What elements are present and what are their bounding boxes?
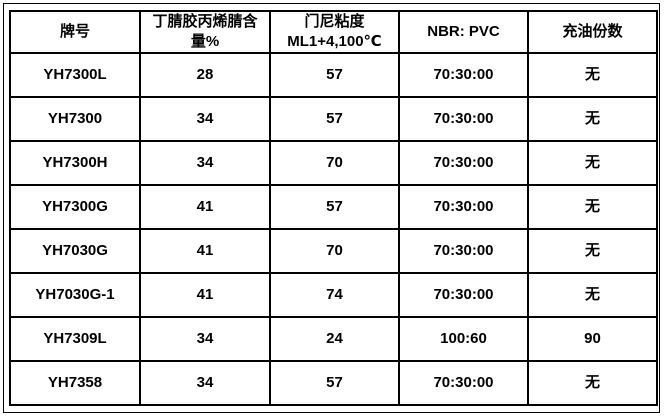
cell-brand: YH7358 [9, 360, 141, 406]
cell-mooney-viscosity: 70 [269, 228, 400, 274]
cell-acn-content: 41 [139, 228, 271, 274]
cell-acn-content: 41 [139, 184, 271, 230]
cell-oil-parts: 无 [527, 228, 658, 274]
column-header-mooney-viscosity: 门尼粘度 ML1+4,100℃ [269, 10, 400, 54]
column-header-brand: 牌号 [9, 10, 141, 54]
cell-brand: YH7030G [9, 228, 141, 274]
cell-oil-parts: 无 [527, 272, 658, 318]
cell-brand: YH7300 [9, 96, 141, 142]
cell-oil-parts: 无 [527, 52, 658, 98]
cell-nbr-pvc-ratio: 70:30:00 [398, 184, 529, 230]
cell-acn-content: 41 [139, 272, 271, 318]
cell-mooney-viscosity: 57 [269, 184, 400, 230]
cell-brand: YH7030G-1 [9, 272, 141, 318]
column-header-acn-content: 丁腈胶丙烯腈含 量% [139, 10, 271, 54]
table-row: YH7030G 41 70 70:30:00 无 [9, 228, 658, 274]
cell-brand: YH7300H [9, 140, 141, 186]
cell-nbr-pvc-ratio: 70:30:00 [398, 140, 529, 186]
cell-nbr-pvc-ratio: 70:30:00 [398, 52, 529, 98]
table-row: YH7300L 28 57 70:30:00 无 [9, 52, 658, 98]
cell-mooney-viscosity: 57 [269, 52, 400, 98]
cell-oil-parts: 无 [527, 96, 658, 142]
cell-mooney-viscosity: 57 [269, 360, 400, 406]
header-row: 牌号 丁腈胶丙烯腈含 量% 门尼粘度 ML1+4,100℃ NBR: PVC 充… [9, 10, 658, 54]
cell-acn-content: 28 [139, 52, 271, 98]
cell-acn-content: 34 [139, 316, 271, 362]
cell-nbr-pvc-ratio: 70:30:00 [398, 96, 529, 142]
cell-acn-content: 34 [139, 360, 271, 406]
cell-nbr-pvc-ratio: 70:30:00 [398, 272, 529, 318]
column-header-oil-parts: 充油份数 [527, 10, 658, 54]
table-row: YH7309L 34 24 100:60 90 [9, 316, 658, 362]
cell-mooney-viscosity: 57 [269, 96, 400, 142]
table-row: YH7300G 41 57 70:30:00 无 [9, 184, 658, 230]
cell-brand: YH7300G [9, 184, 141, 230]
cell-acn-content: 34 [139, 96, 271, 142]
cell-acn-content: 34 [139, 140, 271, 186]
cell-nbr-pvc-ratio: 70:30:00 [398, 360, 529, 406]
cell-oil-parts: 无 [527, 184, 658, 230]
cell-nbr-pvc-ratio: 100:60 [398, 316, 529, 362]
table-row: YH7358 34 57 70:30:00 无 [9, 360, 658, 406]
product-spec-table: 牌号 丁腈胶丙烯腈含 量% 门尼粘度 ML1+4,100℃ NBR: PVC 充… [9, 10, 658, 406]
cell-oil-parts: 90 [527, 316, 658, 362]
column-header-nbr-pvc-ratio: NBR: PVC [398, 10, 529, 54]
table-row: YH7300H 34 70 70:30:00 无 [9, 140, 658, 186]
cell-nbr-pvc-ratio: 70:30:00 [398, 228, 529, 274]
cell-mooney-viscosity: 24 [269, 316, 400, 362]
cell-oil-parts: 无 [527, 140, 658, 186]
cell-brand: YH7309L [9, 316, 141, 362]
cell-mooney-viscosity: 70 [269, 140, 400, 186]
table-row: YH7300 34 57 70:30:00 无 [9, 96, 658, 142]
table-row: YH7030G-1 41 74 70:30:00 无 [9, 272, 658, 318]
cell-mooney-viscosity: 74 [269, 272, 400, 318]
cell-oil-parts: 无 [527, 360, 658, 406]
cell-brand: YH7300L [9, 52, 141, 98]
